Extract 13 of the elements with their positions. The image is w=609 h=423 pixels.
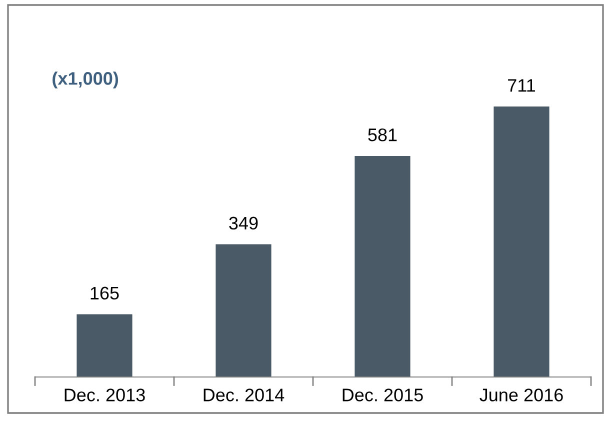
data-label: 711 — [508, 79, 536, 92]
x-tick-label: Dec. 2014 — [204, 388, 284, 402]
data-label: 165 — [90, 286, 119, 300]
x-tick-label: June 2016 — [480, 388, 563, 402]
data-label: 349 — [229, 216, 258, 230]
x-tick-label: Dec. 2013 — [64, 388, 145, 402]
x-tick-label: Dec. 2015 — [342, 388, 423, 402]
bar — [216, 244, 272, 377]
data-label: 581 — [368, 128, 397, 142]
bar — [494, 106, 550, 377]
text: (x1,000) — [52, 72, 118, 88]
bar — [354, 156, 410, 377]
bar — [76, 314, 132, 377]
